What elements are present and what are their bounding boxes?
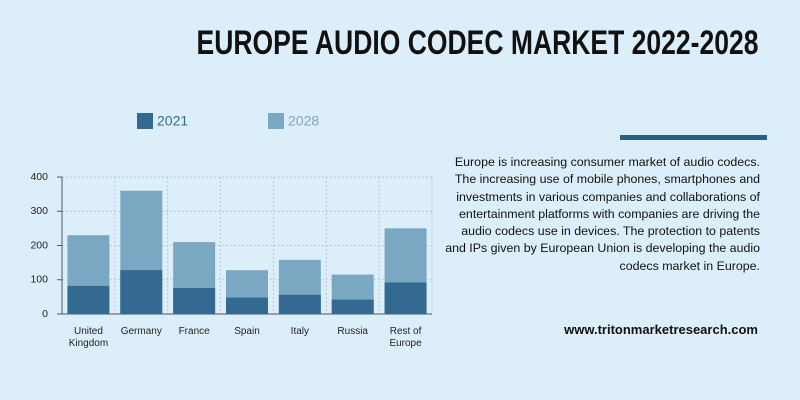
legend-label: 2021 <box>157 113 188 129</box>
y-tick-label: 200 <box>30 239 48 251</box>
x-tick-label: France <box>178 326 210 337</box>
legend-swatch <box>137 113 153 129</box>
y-tick-label: 0 <box>42 308 48 320</box>
y-tick-label: 300 <box>30 205 48 217</box>
accent-line <box>620 135 767 140</box>
bar <box>120 270 163 314</box>
x-tick-label: Rest of Europe <box>389 326 422 349</box>
bar <box>173 287 216 314</box>
bar <box>226 297 268 314</box>
x-tick-label: Russia <box>337 326 368 337</box>
x-tick-label: Germany <box>120 326 162 337</box>
title: EUROPE AUDIO CODEC MARKET 2022-2028 <box>196 24 758 62</box>
legend-label: 2028 <box>288 113 319 129</box>
description: Europe is increasing consumer market of … <box>445 155 760 273</box>
bar <box>384 282 427 314</box>
x-tick-label: Italy <box>290 326 310 337</box>
legend-swatch <box>268 113 284 129</box>
y-tick-label: 100 <box>30 274 48 286</box>
bar <box>67 285 110 314</box>
bar <box>278 294 321 314</box>
website: www.tritonmarketresearch.com <box>564 322 758 337</box>
x-tick-label: Spain <box>234 326 260 337</box>
bar <box>331 299 374 314</box>
y-tick-label: 400 <box>30 171 48 183</box>
x-tick-label: United Kingdom <box>68 326 109 349</box>
